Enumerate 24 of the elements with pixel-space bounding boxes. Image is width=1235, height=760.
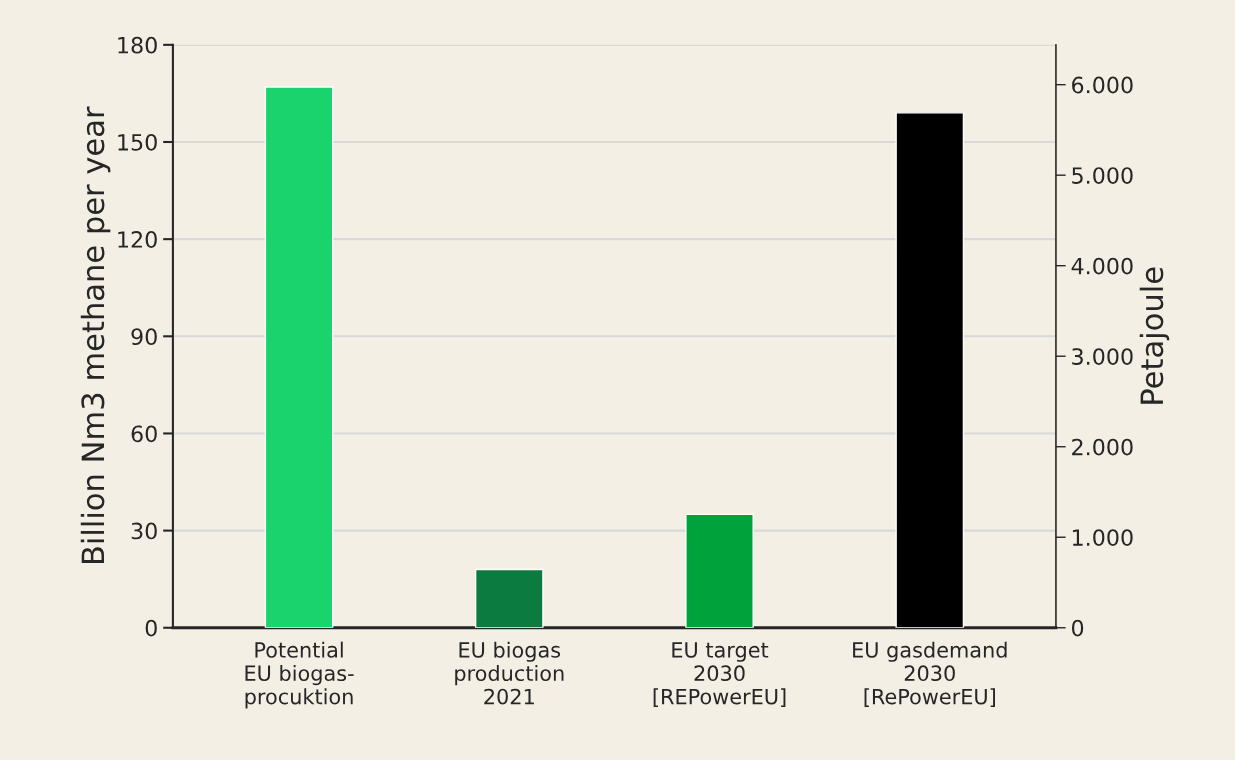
y2-tick-label: 5.000 [1072,167,1133,184]
x-tick-label: EU biogas production 2021 [455,641,564,705]
y2-axis-title: Petajoule [1139,267,1170,404]
y-tick-label: 60 [131,425,157,443]
bar [474,568,544,628]
y2-tick-label: 4.000 [1071,257,1133,275]
y2-tick-label: 1.000 [1072,529,1133,546]
y-tick-label: 90 [131,328,157,346]
x-tick-label: Potential EU biogas- procuktion [245,641,354,709]
y2-tick-label: 3.000 [1072,348,1133,365]
y2-tick-label: 2.000 [1072,438,1133,456]
y-axis-title: Billion Nm3 methane per year [80,106,111,564]
y-tick-label: 150 [118,133,157,151]
bar [685,513,754,628]
y2-tick-label: 0 [1071,619,1084,637]
y-tick-label: 30 [131,522,157,540]
y-tick-label: 120 [118,231,157,248]
y-tick-label: 0 [145,619,157,637]
bar [895,112,965,628]
y2-tick-label: 6.000 [1072,76,1133,94]
bar [264,86,334,628]
x-tick-label: EU gasdemand 2030 [RePowerEU] [853,641,1007,707]
x-tick-label: EU target 2030 [REPowerEU] [653,642,786,707]
y-tick-label: 180 [118,36,157,54]
